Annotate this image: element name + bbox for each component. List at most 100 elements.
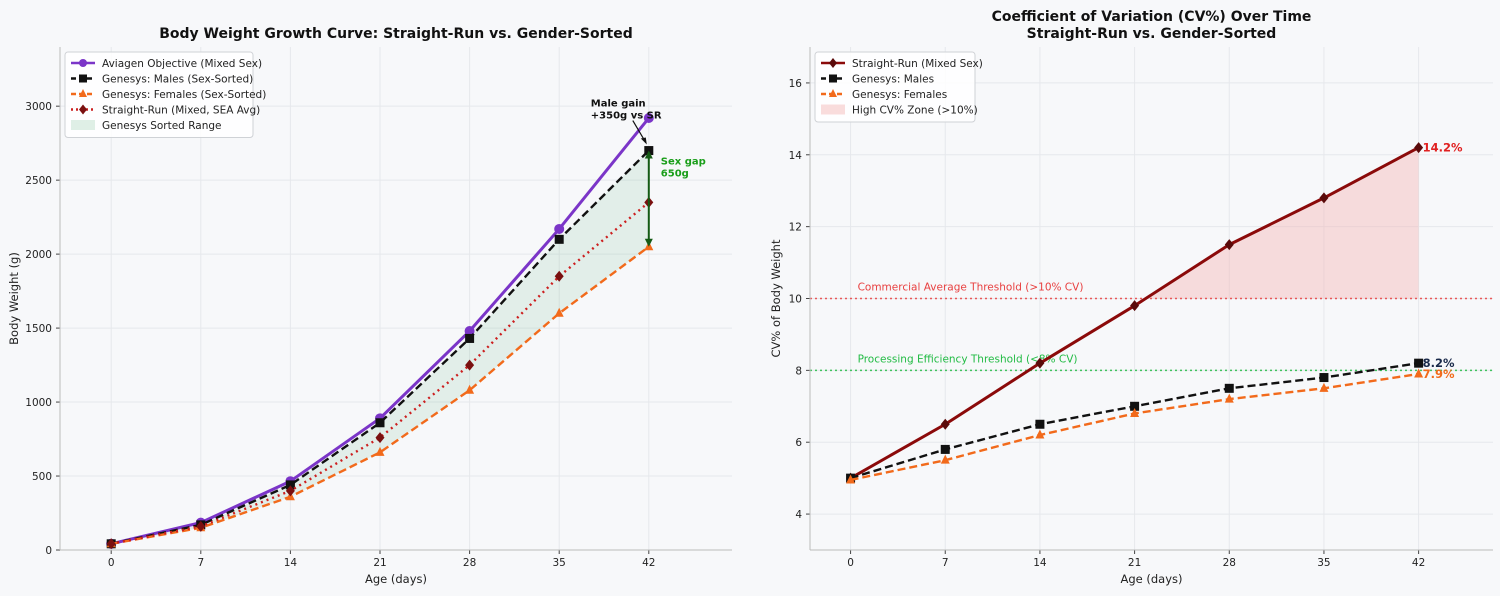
x-tick-label: 0: [847, 557, 854, 569]
legend-entry-label: Genesys: Males: [852, 74, 934, 86]
x-axis-label: Age (days): [365, 572, 427, 586]
legend-box: [64, 51, 254, 138]
y-tick-label: 1500: [25, 323, 52, 335]
legend-box: [814, 51, 976, 123]
legend-entry-label: High CV% Zone (>10%): [852, 105, 978, 117]
legend-swatch-patch: [71, 120, 95, 130]
x-tick-label: 0: [108, 557, 115, 569]
data-point: [846, 474, 856, 484]
threshold-label: Commercial Average Threshold (>10% CV): [858, 282, 1084, 294]
data-point: [1035, 419, 1045, 429]
x-tick-label: 28: [463, 557, 476, 569]
threshold-label: Processing Efficiency Threshold (<8% CV): [858, 353, 1078, 365]
data-point: [1035, 357, 1045, 369]
legend-entry-label: Straight-Run (Mixed Sex): [852, 58, 983, 70]
legend-entry-label: Straight-Run (Mixed, SEA Avg): [102, 105, 260, 117]
y-axis-label: Body Weight (g): [7, 252, 21, 345]
y-tick-label: 0: [45, 545, 52, 557]
data-point: [1224, 383, 1234, 393]
legend-swatch-patch: [821, 104, 845, 115]
data-point: [1414, 368, 1424, 378]
data-point: [375, 418, 385, 428]
data-point: [465, 384, 475, 394]
data-point: [465, 333, 475, 343]
legend-entry-label: Genesys Sorted Range: [102, 120, 221, 132]
data-point: [940, 454, 950, 464]
legend-swatch-marker: [829, 58, 837, 68]
y-tick-label: 3000: [25, 101, 52, 113]
y-tick-label: 14: [789, 150, 803, 162]
data-point: [1319, 192, 1329, 204]
data-point: [1319, 373, 1329, 383]
x-tick-label: 7: [942, 557, 949, 569]
y-tick-label: 2500: [25, 175, 52, 187]
x-tick-label: 14: [284, 557, 298, 569]
chart-cv-over-time: 4 6 8 10 12 14 16 0 7 14 21 28 35 42 Age (days) CV% of …: [769, 9, 1493, 586]
data-point: [1130, 407, 1140, 417]
legend-entry-label: Aviagen Objective (Mixed Sex): [102, 58, 262, 70]
x-tick-label: 35: [553, 557, 566, 569]
x-tick-label: 42: [642, 557, 655, 569]
x-tick-label: 35: [1317, 557, 1330, 569]
chart-title: Coefficient of Variation (CV%) Over Time: [992, 9, 1312, 25]
sex-gap-arrowhead-bottom: [644, 238, 653, 247]
x-tick-label: 42: [1412, 557, 1425, 569]
male-gain-arrowhead: [640, 137, 647, 145]
male-gain-line2: +350g vs SR: [591, 111, 662, 122]
data-point: [1130, 300, 1140, 312]
data-point: [375, 432, 385, 444]
data-point: [1224, 393, 1234, 403]
series-end-label: 14.2%: [1423, 141, 1463, 155]
legend-swatch-marker: [79, 104, 87, 115]
data-point: [465, 359, 475, 371]
data-point: [643, 113, 654, 124]
data-point: [940, 444, 950, 454]
data-point: [285, 480, 295, 490]
legend-entry-label: Genesys: Females (Sex-Sorted): [102, 89, 266, 101]
legend-entry-label: Genesys: Females: [852, 89, 947, 101]
x-tick-label: 28: [1223, 557, 1236, 569]
legend-swatch-marker: [79, 74, 87, 83]
data-point: [1414, 142, 1424, 154]
y-tick-label: 6: [795, 437, 802, 449]
legend-swatch-marker: [829, 89, 837, 97]
data-point: [554, 223, 565, 234]
x-tick-label: 14: [1033, 557, 1047, 569]
y-tick-label: 16: [789, 78, 803, 90]
series-end-label: 8.2%: [1423, 356, 1455, 370]
data-point: [196, 520, 206, 532]
y-tick-label: 2000: [25, 249, 52, 261]
data-point: [1224, 239, 1234, 251]
data-point: [1319, 382, 1329, 392]
data-point: [285, 485, 295, 497]
chart-body-weight: 0 500 1000 1500 2000 2500 3000 0 7 14 21 28 35 42 Age …: [7, 26, 732, 586]
data-point: [1414, 358, 1424, 368]
x-tick-label: 7: [197, 557, 204, 569]
x-axis-label: Age (days): [1120, 572, 1182, 586]
legend-entry-label: Genesys: Males (Sex-Sorted): [102, 74, 253, 86]
male-gain-line1: Male gain: [591, 99, 646, 110]
data-point: [464, 326, 475, 337]
sex-gap-line2: 650g: [661, 169, 689, 180]
legend-swatch-marker: [829, 74, 837, 83]
y-tick-label: 500: [32, 471, 52, 483]
y-axis-label: CV% of Body Weight: [769, 239, 783, 357]
y-tick-label: 12: [789, 222, 802, 234]
data-point: [554, 270, 564, 282]
y-tick-label: 8: [795, 365, 802, 377]
data-point: [106, 538, 116, 550]
data-point: [554, 307, 564, 317]
x-tick-label: 21: [1128, 557, 1141, 569]
data-point: [375, 446, 385, 456]
data-point: [940, 418, 950, 430]
series-end-label: 7.9%: [1423, 367, 1455, 381]
sex-gap-arrowhead-top: [644, 150, 653, 159]
data-point: [1035, 429, 1045, 439]
y-tick-label: 1000: [25, 397, 52, 409]
legend-swatch-marker: [79, 89, 87, 97]
x-tick-label: 21: [373, 557, 386, 569]
data-point: [554, 234, 564, 244]
sex-gap-line1: Sex gap: [661, 157, 706, 168]
y-tick-label: 10: [789, 294, 802, 306]
